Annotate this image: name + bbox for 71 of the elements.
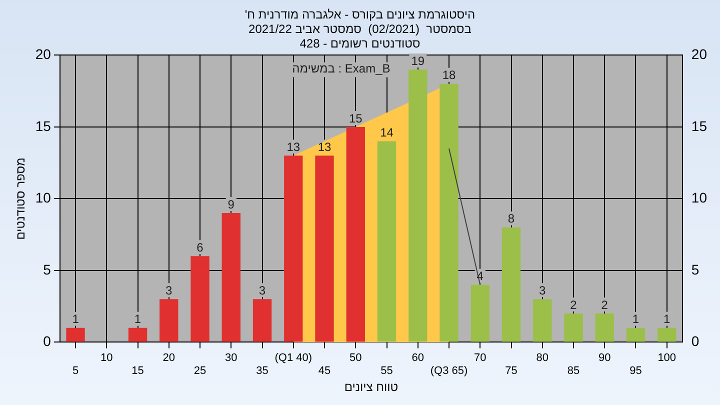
bar [564, 314, 583, 342]
bar [626, 328, 646, 342]
bar [408, 70, 428, 342]
y-tick-label: 20 [35, 46, 52, 62]
x-tick-label: 100 [658, 352, 676, 364]
y-tick-label: 15 [35, 118, 52, 134]
bar [315, 156, 334, 342]
x-tick-label: 80 [536, 352, 548, 364]
data-label: 14 [380, 126, 394, 140]
y2-tick-label: 0 [691, 333, 700, 350]
bar [502, 227, 521, 342]
data-label: 8 [508, 212, 515, 226]
x-axis-title: טווח ציונים [344, 380, 398, 394]
x-tick-label: 90 [598, 352, 611, 364]
x-tick-label: 15 [132, 365, 144, 378]
data-label: 1 [72, 312, 80, 326]
bar [190, 256, 210, 342]
x-tick-label: 20 [162, 352, 176, 364]
x-tick-label: 50 [350, 352, 362, 364]
y-axis-title: מספר סטודנטים [14, 158, 28, 240]
data-label: 1 [664, 312, 671, 326]
x-tick-label: 85 [567, 365, 580, 378]
y2-tick-label: 15 [691, 118, 708, 134]
data-label: 3 [539, 283, 546, 298]
bar [470, 284, 490, 342]
x-tick-label: 75 [505, 365, 518, 378]
data-label: 1 [134, 312, 142, 326]
bar [440, 84, 458, 342]
bar [66, 328, 85, 342]
data-label: 19 [411, 54, 425, 68]
bar [533, 299, 552, 342]
data-label: 6 [196, 240, 204, 254]
y2-tick-label: 10 [691, 190, 708, 206]
bar [160, 299, 178, 342]
data-label: 15 [348, 111, 363, 126]
x-tick-label: 10 [100, 352, 113, 364]
data-label: 9 [228, 197, 235, 212]
x-tick-label: 25 [194, 365, 206, 378]
data-label: 2 [601, 298, 608, 312]
bar [128, 328, 148, 342]
x-tick-label: 55 [380, 365, 393, 378]
y-tick-label: 0 [43, 333, 52, 350]
x-tick-label: 5 [72, 365, 79, 378]
x-tick-label: 95 [630, 365, 642, 378]
bar [284, 156, 303, 342]
x-tick-label: 45 [318, 365, 331, 378]
x-tick-label: (Q1 40) [274, 352, 312, 364]
data-label: 13 [286, 140, 300, 154]
x-tick-label: 35 [256, 365, 268, 378]
bar [658, 328, 676, 342]
bar [595, 314, 614, 342]
x-tick-label: 70 [474, 352, 486, 364]
y-tick-label: 10 [35, 190, 52, 206]
bar [377, 141, 396, 342]
data-label: 1 [632, 312, 640, 326]
data-label: 13 [318, 140, 332, 154]
data-label: 2 [570, 298, 578, 312]
bar [346, 126, 365, 342]
chart-title: 'היסטוגרמת ציונים בקורס - אלגברה מודרנית ח בסמסטר (02/2021) סמסטר אביב 2021/22 סטודנטים רשומים - 428 [244, 8, 476, 50]
y2-tick-label: 5 [691, 261, 700, 278]
data-label: 3 [166, 283, 173, 298]
x-tick-label: 60 [412, 352, 424, 364]
annotation: במשימה : Exam_B [292, 62, 390, 76]
y2-tick-label: 20 [691, 46, 708, 62]
x-tick-label: 30 [225, 352, 238, 364]
data-label: 18 [442, 68, 456, 82]
bar [252, 299, 272, 342]
x-tick-label: (Q3 65) [430, 365, 468, 378]
y-tick-label: 5 [43, 261, 52, 278]
bar [222, 213, 240, 342]
data-label: 3 [258, 283, 266, 298]
